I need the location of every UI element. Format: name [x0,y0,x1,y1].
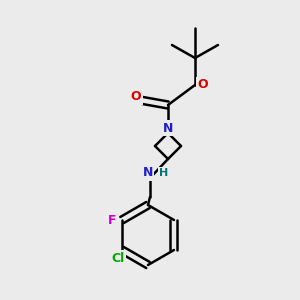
Text: F: F [108,214,116,226]
Text: N: N [163,122,173,134]
Text: O: O [198,79,208,92]
Text: H: H [159,168,169,178]
Text: O: O [131,91,141,103]
Text: N: N [143,167,153,179]
Text: Cl: Cl [111,251,124,265]
